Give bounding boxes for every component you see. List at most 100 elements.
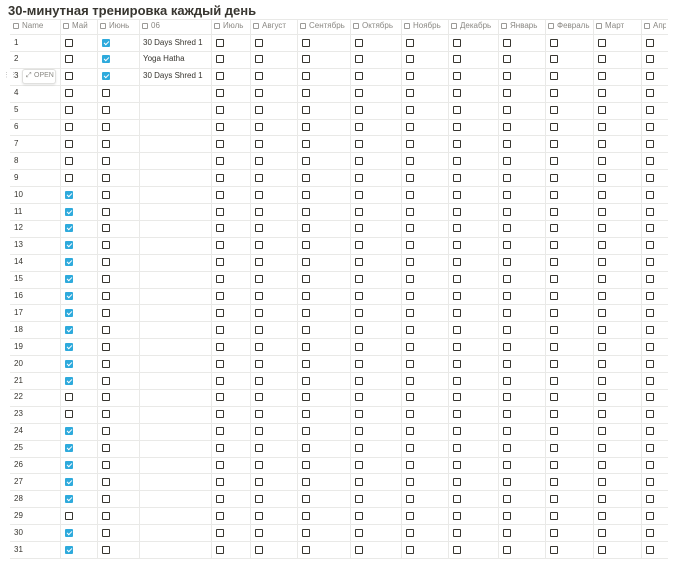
checkbox[interactable] [216,106,224,115]
checkbox[interactable] [453,376,461,385]
checkbox[interactable] [646,173,654,182]
checkbox[interactable] [65,410,73,419]
checkbox[interactable] [355,325,363,334]
checkbox[interactable] [302,461,310,469]
checkbox[interactable] [255,410,263,419]
checkbox[interactable] [406,444,414,453]
checkbox[interactable] [255,342,263,351]
checkbox[interactable] [302,241,310,250]
checkbox[interactable] [453,38,461,47]
checkbox[interactable] [550,494,558,503]
checkbox[interactable] [102,528,110,537]
checkbox[interactable] [453,359,461,368]
checkbox[interactable] [646,258,654,267]
checkbox[interactable] [355,275,363,284]
checkbox[interactable] [406,241,414,250]
checkbox[interactable] [355,359,363,368]
checkbox[interactable] [503,477,511,486]
checkbox[interactable] [355,511,363,520]
checkbox[interactable] [550,427,558,436]
checkbox[interactable] [216,528,224,537]
checkbox[interactable] [550,292,558,300]
checkbox[interactable] [255,156,263,165]
checkbox[interactable] [216,38,224,47]
checkbox[interactable] [255,275,263,284]
checkbox[interactable] [646,393,654,402]
checkbox[interactable] [65,528,73,537]
checkbox[interactable] [302,511,310,520]
checkbox[interactable] [406,190,414,199]
checkbox[interactable] [216,393,224,402]
checkbox[interactable] [302,224,310,233]
checkbox[interactable] [102,72,110,81]
checkbox[interactable] [406,106,414,115]
checkbox[interactable] [102,427,110,436]
checkbox[interactable] [598,258,606,267]
checkbox[interactable] [503,241,511,250]
checkbox[interactable] [255,545,263,554]
checkbox[interactable] [216,241,224,250]
checkbox[interactable] [102,173,110,182]
checkbox[interactable] [255,258,263,267]
checkbox[interactable] [406,89,414,98]
checkbox[interactable] [216,275,224,284]
checkbox[interactable] [355,55,363,64]
checkbox[interactable] [302,55,310,64]
checkbox[interactable] [216,156,224,165]
checkbox[interactable] [453,511,461,520]
checkbox[interactable] [255,427,263,436]
checkbox[interactable] [598,292,606,300]
checkbox[interactable] [598,410,606,419]
checkbox[interactable] [503,173,511,182]
checkbox[interactable] [453,545,461,554]
checkbox[interactable] [255,292,263,300]
checkbox[interactable] [598,55,606,64]
checkbox[interactable] [255,72,263,81]
checkbox[interactable] [598,139,606,148]
checkbox[interactable] [453,156,461,165]
checkbox[interactable] [598,477,606,486]
checkbox[interactable] [598,38,606,47]
checkbox[interactable] [646,528,654,537]
checkbox[interactable] [550,156,558,165]
checkbox[interactable] [453,477,461,486]
checkbox[interactable] [406,528,414,537]
checkbox[interactable] [503,190,511,199]
checkbox[interactable] [453,139,461,148]
checkbox[interactable] [65,308,73,317]
checkbox[interactable] [302,258,310,267]
checkbox[interactable] [102,308,110,317]
checkbox[interactable] [453,275,461,284]
checkbox[interactable] [646,224,654,233]
checkbox[interactable] [65,342,73,351]
checkbox[interactable] [355,477,363,486]
checkbox[interactable] [503,545,511,554]
checkbox[interactable] [453,106,461,115]
checkbox[interactable] [503,325,511,334]
checkbox[interactable] [216,511,224,520]
checkbox[interactable] [255,241,263,250]
checkbox[interactable] [102,393,110,402]
checkbox[interactable] [255,89,263,98]
checkbox[interactable] [102,342,110,351]
checkbox[interactable] [302,292,310,300]
checkbox[interactable] [646,545,654,554]
checkbox[interactable] [65,224,73,233]
checkbox[interactable] [503,410,511,419]
checkbox[interactable] [216,494,224,503]
checkbox[interactable] [255,444,263,453]
checkbox[interactable] [216,292,224,300]
checkbox[interactable] [646,410,654,419]
checkbox[interactable] [65,123,73,131]
checkbox[interactable] [550,190,558,199]
checkbox[interactable] [65,241,73,250]
checkbox[interactable] [302,106,310,115]
checkbox[interactable] [646,477,654,486]
checkbox[interactable] [406,292,414,300]
checkbox[interactable] [102,545,110,554]
checkbox[interactable] [550,359,558,368]
checkbox[interactable] [65,494,73,503]
checkbox[interactable] [216,308,224,317]
checkbox[interactable] [550,241,558,250]
checkbox[interactable] [216,427,224,436]
